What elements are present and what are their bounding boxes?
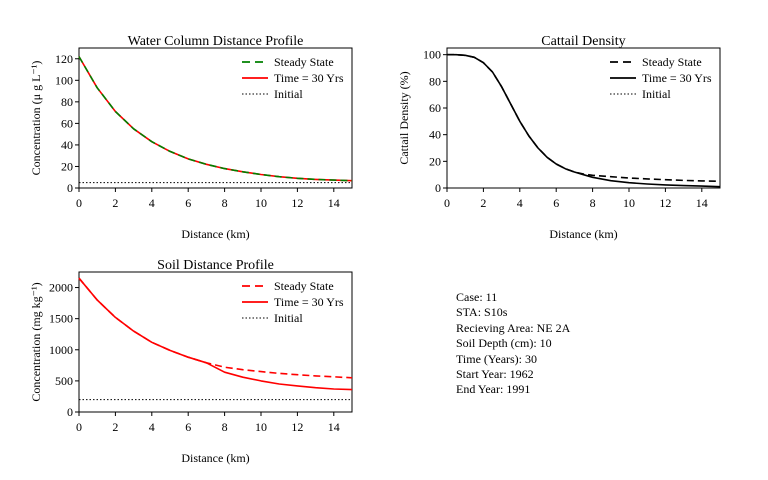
plot-frame	[78, 271, 353, 413]
x-tick-label: 0	[76, 420, 82, 434]
info-time: Time (Years): 30	[456, 351, 538, 366]
y-axis-label: Concentration (mg kg⁻¹)	[29, 282, 43, 401]
y-tick-label: 500	[55, 374, 73, 388]
y-tick-label: 0	[67, 181, 73, 195]
y-axis-label: Cattail Density (%)	[397, 71, 411, 164]
chart-soil-profile: Soil Distance Profile 0 2 4 6 8 10 12 14 0 500 1000…	[29, 258, 353, 465]
x-tick-label: 4	[149, 196, 155, 210]
legend-label: Time = 30 Yrs	[274, 295, 344, 309]
x-tick-label: 14	[696, 196, 708, 210]
x-tick-label: 12	[659, 196, 671, 210]
x-tick-label: 8	[222, 196, 228, 210]
legend-label: Time = 30 Yrs	[642, 71, 712, 85]
x-axis-label: Distance (km)	[549, 227, 617, 241]
series-line-steady-state	[78, 277, 353, 379]
x-tick-label: 6	[185, 420, 191, 434]
legend-label: Steady State	[274, 279, 334, 293]
y-tick-label: 100	[55, 73, 73, 87]
x-tick-label: 14	[328, 420, 340, 434]
x-tick-label: 12	[291, 196, 303, 210]
x-tick-label: 12	[291, 420, 303, 434]
legend-label: Initial	[274, 87, 303, 101]
run-info-panel: Case: 11 STA: S10s Recieving Area: NE 2A…	[456, 290, 570, 398]
legend-label: Steady State	[642, 55, 702, 69]
info-receiving-area: Recieving Area: NE 2A	[456, 320, 571, 335]
x-axis-label: Distance (km)	[181, 451, 249, 465]
legend-label: Steady State	[274, 55, 334, 69]
x-tick-label: 10	[255, 196, 267, 210]
info-start-year: Start Year: 1962	[456, 367, 534, 382]
legend-label: Initial	[642, 87, 671, 101]
x-tick-label: 6	[553, 196, 559, 210]
chart-cattail-density: Cattail Density 0 2 4 6 8 10 12 14 0 20 40 60 80 100 Di…	[397, 34, 721, 241]
x-tick-label: 2	[112, 196, 118, 210]
series-line-steady-state	[447, 53, 721, 183]
y-tick-label: 20	[429, 154, 441, 168]
chart-title: Soil Distance Profile	[157, 258, 274, 273]
x-tick-label: 2	[480, 196, 486, 210]
x-tick-label: 8	[590, 196, 596, 210]
legend-label: Initial	[274, 311, 303, 325]
info-case: Case: 11	[456, 290, 498, 304]
x-tick-label: 8	[222, 420, 228, 434]
x-tick-label: 10	[623, 196, 635, 210]
x-tick-label: 0	[444, 196, 450, 210]
y-tick-label: 1500	[49, 312, 73, 326]
y-tick-label: 20	[61, 159, 73, 173]
x-tick-label: 0	[76, 196, 82, 210]
y-tick-label: 120	[55, 52, 73, 66]
y-tick-label: 40	[429, 128, 441, 142]
y-tick-label: 0	[67, 405, 73, 419]
y-tick-label: 60	[61, 116, 73, 130]
y-tick-label: 60	[429, 101, 441, 115]
series-line-steady-state	[78, 56, 353, 182]
chart-title: Cattail Density	[541, 34, 625, 49]
y-tick-label: 80	[61, 95, 73, 109]
y-tick-label: 2000	[49, 281, 73, 295]
info-soil-depth: Soil Depth (cm): 10	[456, 336, 552, 351]
plot-frame	[78, 47, 353, 189]
series-line-time-30-yrs	[78, 277, 353, 391]
y-tick-label: 40	[61, 138, 73, 152]
info-end-year: End Year: 1991	[456, 382, 531, 397]
x-axis-label: Distance (km)	[181, 227, 249, 241]
legend-label: Time = 30 Yrs	[274, 71, 344, 85]
x-tick-label: 6	[185, 196, 191, 210]
y-tick-label: 80	[429, 74, 441, 88]
chart-water-column: Water Column Distance Profile 0 2 4 6 8 10 12 14…	[29, 34, 353, 241]
chart-title: Water Column Distance Profile	[128, 34, 304, 49]
y-tick-label: 100	[423, 48, 441, 62]
info-sta: STA: S10s	[456, 305, 508, 320]
x-tick-label: 4	[517, 196, 523, 210]
plot-frame	[446, 47, 721, 189]
x-tick-label: 10	[255, 420, 267, 434]
x-tick-label: 2	[112, 420, 118, 434]
y-axis-label: Concentration (μ g L⁻¹)	[29, 61, 43, 176]
x-tick-label: 14	[328, 196, 340, 210]
y-tick-label: 1000	[49, 343, 73, 357]
y-tick-label: 0	[435, 181, 441, 195]
x-tick-label: 4	[149, 420, 155, 434]
